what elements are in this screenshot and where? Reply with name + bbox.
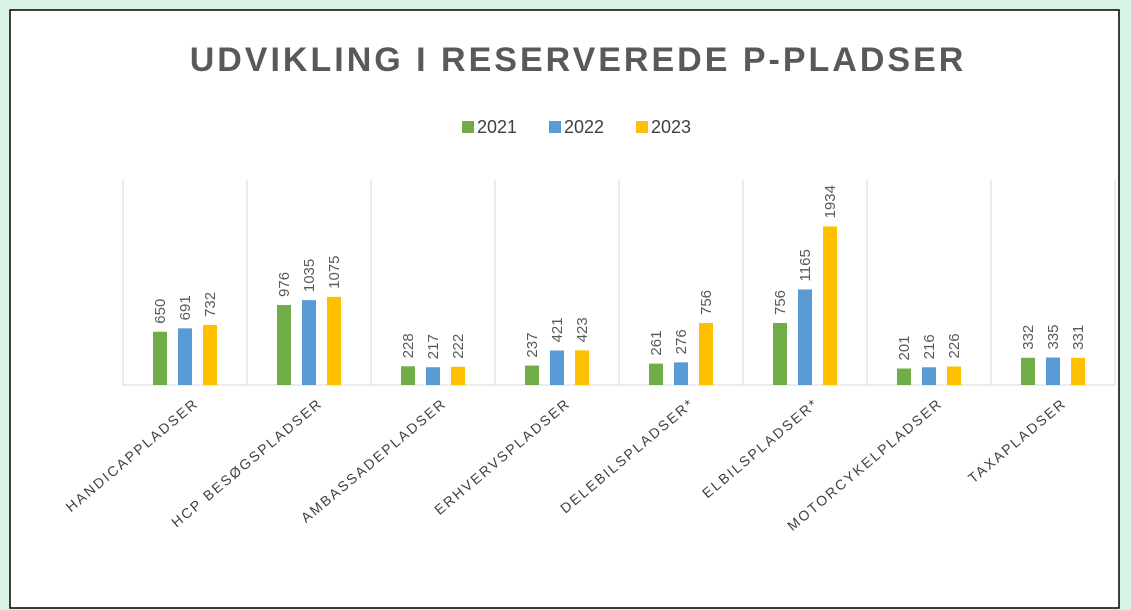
data-label: 732 <box>202 292 219 317</box>
data-label: 201 <box>896 335 913 360</box>
bar <box>947 366 961 385</box>
data-label: 217 <box>425 334 442 359</box>
bar <box>153 331 167 385</box>
bar <box>1021 357 1035 385</box>
data-label: 691 <box>177 295 194 320</box>
data-label: 423 <box>574 317 591 342</box>
data-label: 976 <box>276 272 293 297</box>
data-label: 216 <box>921 334 938 359</box>
bar <box>203 324 217 385</box>
legend-swatch <box>462 121 474 133</box>
data-label: 421 <box>549 317 566 342</box>
bar <box>773 323 787 385</box>
bar <box>649 363 663 385</box>
bar <box>922 367 936 385</box>
bar <box>674 362 688 385</box>
data-label: 756 <box>698 290 715 315</box>
data-label: 335 <box>1045 324 1062 349</box>
bar <box>525 365 539 385</box>
bar <box>426 367 440 385</box>
data-label: 1075 <box>326 255 343 288</box>
legend-label: 2022 <box>564 117 604 137</box>
bar <box>897 368 911 385</box>
chart-title: UDVIKLING I RESERVEREDE P-PLADSER <box>190 41 967 79</box>
bar <box>798 289 812 385</box>
data-label: 332 <box>1020 325 1037 350</box>
bar <box>699 323 713 385</box>
data-label: 228 <box>400 333 417 358</box>
data-label: 261 <box>648 331 665 356</box>
data-label: 237 <box>524 333 541 358</box>
data-label: 226 <box>946 333 963 358</box>
legend-swatch <box>636 121 648 133</box>
bar <box>550 350 564 385</box>
data-label: 650 <box>152 299 169 324</box>
chart-frame <box>9 9 1120 609</box>
data-label: 1934 <box>822 185 839 218</box>
data-label: 331 <box>1070 325 1087 350</box>
bar <box>575 350 589 385</box>
legend-label: 2021 <box>477 117 517 137</box>
bar <box>1046 357 1060 385</box>
bar <box>302 300 316 385</box>
data-label: 222 <box>450 334 467 359</box>
bar <box>277 304 291 385</box>
bar <box>1071 357 1085 385</box>
legend-swatch <box>549 121 561 133</box>
bar <box>823 226 837 385</box>
legend-label: 2023 <box>651 117 691 137</box>
data-label: 1165 <box>797 249 814 281</box>
bar <box>178 328 192 385</box>
bar <box>327 296 341 385</box>
data-label: 1035 <box>301 259 318 292</box>
bar <box>401 366 415 385</box>
data-label: 756 <box>772 290 789 315</box>
data-label: 276 <box>673 329 690 354</box>
bar <box>451 366 465 385</box>
